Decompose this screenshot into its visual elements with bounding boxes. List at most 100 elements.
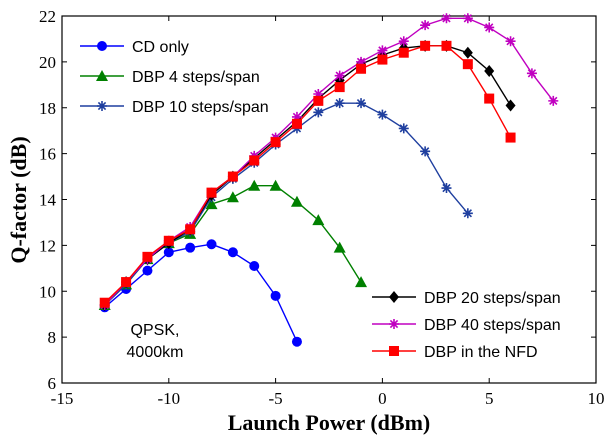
- data-point: [206, 239, 217, 250]
- data-point: [462, 46, 473, 59]
- data-point: [526, 68, 537, 79]
- data-point: [185, 242, 196, 253]
- data-point: [291, 118, 302, 129]
- y-tick-label: 12: [39, 236, 56, 255]
- data-point: [185, 224, 196, 235]
- x-tick-label: 5: [485, 389, 494, 408]
- data-point: [269, 179, 282, 191]
- legend-entry: DBP 4 steps/span: [80, 69, 260, 86]
- data-point: [205, 198, 218, 210]
- data-point: [377, 109, 388, 120]
- annotation-modulation: QPSK,: [131, 322, 180, 339]
- data-point: [248, 179, 261, 191]
- legend-marker: [389, 319, 399, 329]
- x-tick-label: -10: [157, 389, 180, 408]
- legend-entry: CD only: [80, 39, 189, 56]
- data-point: [420, 20, 431, 31]
- axis-ticks: -15 -10 -5 0 5 10 6 8 10 12 14 16 18 20 22: [39, 7, 605, 408]
- x-tick-label: 10: [588, 389, 605, 408]
- series-line: [104, 243, 298, 342]
- legend-marker: [97, 101, 107, 111]
- data-point: [334, 98, 345, 109]
- data-point: [290, 195, 303, 207]
- data-point: [227, 171, 238, 182]
- data-point: [420, 146, 431, 157]
- data-point: [99, 297, 110, 308]
- data-point: [462, 59, 473, 70]
- data-point: [206, 187, 217, 198]
- data-point: [249, 261, 260, 272]
- data-point: [291, 111, 302, 122]
- legend-entry: DBP 20 steps/span: [372, 290, 561, 307]
- data-point: [356, 98, 367, 109]
- data-point: [377, 54, 388, 65]
- data-point: [356, 63, 367, 74]
- data-point: [313, 95, 324, 106]
- data-point: [548, 95, 559, 106]
- series-5: [99, 40, 516, 308]
- y-tick-label: 8: [48, 328, 57, 347]
- data-point: [505, 132, 516, 143]
- data-point: [334, 82, 345, 93]
- data-point: [313, 88, 324, 99]
- data-point: [142, 251, 153, 262]
- plot-area: [61, 15, 597, 384]
- data-point: [291, 336, 302, 347]
- legend-marker: [97, 41, 107, 51]
- data-point: [484, 22, 495, 33]
- y-tick-label: 20: [39, 53, 56, 72]
- data-point: [163, 247, 174, 258]
- y-tick-label: 16: [39, 145, 56, 164]
- data-point: [333, 241, 346, 253]
- x-tick-label: -5: [269, 389, 283, 408]
- data-point: [420, 40, 431, 51]
- data-point: [377, 45, 388, 56]
- series-line: [104, 17, 554, 306]
- data-point: [398, 36, 409, 47]
- legend-label: DBP 20 steps/span: [424, 290, 561, 307]
- x-axis-title: Launch Power (dBm): [228, 410, 431, 435]
- data-point: [398, 47, 409, 58]
- data-point: [462, 13, 473, 24]
- y-tick-label: 22: [39, 7, 56, 26]
- legend-layer: CD only DBP 4 steps/span DBP 10 steps/span…: [80, 39, 561, 361]
- data-point: [163, 235, 174, 246]
- legend-label: DBP 40 steps/span: [424, 317, 561, 334]
- legend-label: DBP 10 steps/span: [132, 99, 269, 116]
- data-point: [334, 70, 345, 81]
- data-point: [505, 99, 516, 112]
- legend-marker: [389, 291, 399, 303]
- data-point: [398, 123, 409, 134]
- y-axis-title: Q-factor (dB): [6, 136, 31, 263]
- annotation-distance: 4000km: [127, 344, 184, 361]
- data-point: [249, 155, 260, 166]
- data-point: [355, 276, 368, 288]
- legend-entry: DBP 40 steps/span: [372, 317, 561, 334]
- data-point: [441, 183, 452, 194]
- y-tick-label: 18: [39, 99, 56, 118]
- data-point: [270, 290, 281, 301]
- legend-marker: [96, 70, 108, 81]
- legend-marker: [389, 346, 399, 356]
- data-point: [441, 13, 452, 24]
- data-point: [312, 214, 325, 226]
- legend-entry: DBP in the NFD: [372, 344, 538, 361]
- data-point: [121, 277, 132, 288]
- data-point: [462, 208, 473, 219]
- data-point: [441, 40, 452, 51]
- data-point: [313, 107, 324, 118]
- data-point: [484, 93, 495, 104]
- data-point: [505, 36, 516, 47]
- data-point: [484, 65, 495, 78]
- data-point: [356, 56, 367, 67]
- data-point: [270, 137, 281, 148]
- y-tick-label: 10: [39, 282, 56, 301]
- data-point: [142, 265, 153, 276]
- y-tick-label: 14: [39, 191, 57, 210]
- legend-label: DBP in the NFD: [424, 344, 538, 361]
- series-layer: [98, 13, 559, 347]
- y-tick-label: 6: [48, 374, 57, 393]
- x-tick-label: 0: [378, 389, 387, 408]
